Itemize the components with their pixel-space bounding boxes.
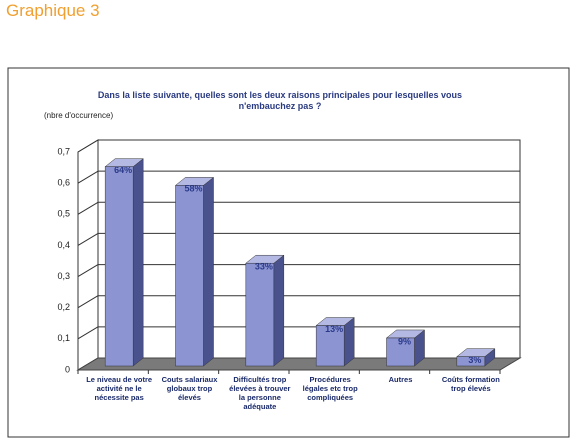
bar	[245, 254, 285, 367]
grid-line-side	[77, 264, 99, 278]
grid-line-side	[77, 326, 99, 340]
y-tick-label: 0,4	[57, 240, 70, 250]
value-label: 64%	[114, 165, 132, 175]
y-tick-label: 0,5	[57, 209, 70, 219]
y-axis-label: (nbre d'occurrence)	[44, 111, 113, 120]
x-tick-label: Couts salariaux globaux trop élevés	[161, 375, 218, 402]
bar-side	[273, 254, 285, 367]
grid-line-side	[77, 139, 99, 153]
grid-line-side	[77, 295, 99, 309]
grid-line-side	[77, 170, 99, 184]
x-tick-label: Coûts formation trop élevés	[441, 375, 500, 393]
grid-line-side	[77, 201, 99, 215]
bar	[315, 316, 355, 367]
bar	[174, 176, 215, 367]
x-tick-label: Procédures légales etc trop compliquées	[302, 375, 358, 402]
value-label: 33%	[255, 262, 273, 272]
x-tick-label: Autres	[388, 375, 413, 384]
bar-side	[343, 316, 355, 367]
bar	[456, 348, 496, 367]
value-label: 13%	[325, 324, 343, 334]
bar-front	[386, 337, 415, 367]
bar-front	[245, 262, 275, 367]
bar-front	[104, 166, 134, 367]
side-wall	[77, 139, 99, 371]
value-label: 58%	[184, 184, 202, 194]
bar-side	[203, 176, 214, 367]
grid-line-side	[77, 232, 99, 246]
y-tick-label: 0,3	[57, 271, 70, 281]
bar	[104, 158, 144, 367]
back-wall	[97, 139, 521, 359]
bar-front	[315, 325, 345, 367]
value-label: 9%	[398, 336, 411, 346]
header-title: Graphique 3	[6, 1, 100, 20]
y-tick-label: 0,1	[57, 333, 70, 343]
bar	[385, 329, 426, 367]
x-tick-label: Difficultés trop élevées à trouver la pe…	[229, 375, 291, 411]
chart-title: Dans la liste suivante, quelles sont les…	[97, 90, 463, 111]
y-tick-label: 0	[65, 364, 70, 374]
x-tick-label: Le niveau de votre activité ne le nécess…	[86, 375, 153, 402]
bar-front	[175, 185, 204, 367]
floor	[76, 357, 522, 371]
bar-side	[132, 158, 144, 367]
y-tick-label: 0,2	[57, 302, 70, 312]
y-tick-label: 0,6	[57, 178, 70, 188]
bar-front	[456, 356, 486, 367]
y-tick-label: 0,7	[57, 146, 70, 156]
value-label: 3%	[468, 355, 481, 365]
